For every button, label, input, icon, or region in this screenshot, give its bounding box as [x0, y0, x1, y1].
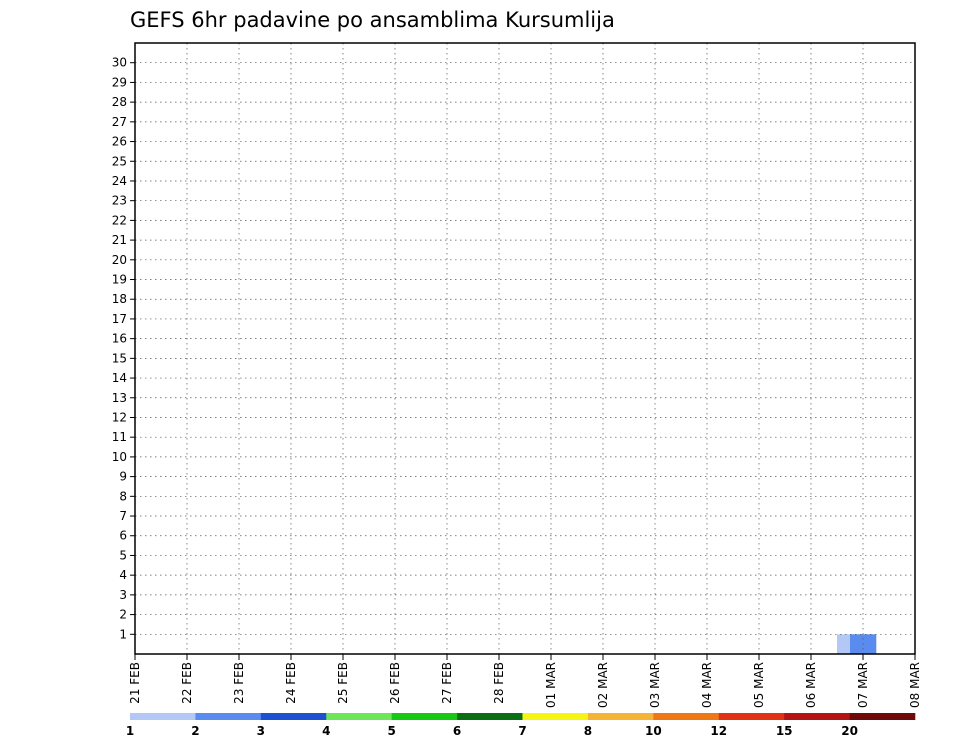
x-tick-label-14: 07 MAR: [856, 662, 870, 708]
x-tick-label-3: 24 FEB: [284, 662, 298, 704]
y-tick-label-22: 22: [112, 213, 127, 227]
colorbar-label-3: 3: [257, 724, 265, 738]
y-tick-label-13: 13: [112, 391, 127, 405]
grid-layer: [135, 43, 915, 654]
colorbar-label-5: 5: [387, 724, 395, 738]
x-tick-label-15: 08 MAR: [908, 662, 922, 708]
y-tick-label-5: 5: [119, 548, 127, 562]
cell-0: [837, 634, 851, 655]
y-tick-label-28: 28: [112, 95, 127, 109]
x-tick-label-12: 05 MAR: [752, 662, 766, 708]
y-tick-label-24: 24: [112, 174, 127, 188]
y-tick-label-9: 9: [119, 470, 127, 484]
colorbar-segment-1: [130, 713, 196, 720]
y-tick-label-29: 29: [112, 75, 127, 89]
colorbar-label-2: 2: [191, 724, 199, 738]
x-tick-label-10: 03 MAR: [648, 662, 662, 708]
chart-title: GEFS 6hr padavine po ansamblima Kursumli…: [130, 8, 615, 32]
x-tick-label-0: 21 FEB: [128, 662, 142, 704]
x-tick-label-1: 22 FEB: [180, 662, 194, 704]
y-tick-label-2: 2: [119, 608, 127, 622]
y-tick-label-3: 3: [119, 588, 127, 602]
y-tick-label-17: 17: [112, 312, 127, 326]
colorbar-label-7: 7: [518, 724, 526, 738]
y-tick-label-6: 6: [119, 529, 127, 543]
y-tick-label-27: 27: [112, 115, 127, 129]
colorbar-segment-8: [587, 713, 654, 720]
colorbar-segment-2: [195, 713, 262, 720]
plot-frame: [134, 42, 916, 655]
y-tick-label-1: 1: [119, 627, 127, 641]
y-tick-label-10: 10: [112, 450, 127, 464]
colorbar-segment-4: [326, 713, 392, 720]
colorbar-segment-10: [718, 713, 785, 720]
colorbar-label-1: 1: [126, 724, 134, 738]
x-tick-label-5: 26 FEB: [388, 662, 402, 704]
colorbar-segment-7: [522, 713, 589, 720]
colorbar-segment-9: [653, 713, 720, 720]
y-tick-label-15: 15: [112, 351, 127, 365]
colorbar-label-6: 6: [453, 724, 461, 738]
cell-2: [863, 634, 877, 655]
y-tick-label-14: 14: [112, 371, 127, 385]
y-tick-label-18: 18: [112, 292, 127, 306]
y-tick-label-19: 19: [112, 273, 127, 287]
cell-1: [850, 634, 864, 655]
colorbar-label-10: 10: [645, 724, 662, 738]
colorbar-label-20: 20: [841, 724, 858, 738]
colorbar-label-12: 12: [710, 724, 727, 738]
x-tick-label-8: 01 MAR: [544, 662, 558, 708]
colorbar-segment-5: [391, 713, 458, 720]
x-axis: 21 FEB 22 FEB 23 FEB 24 FEB 25 FEB 26 FEB 27 F…: [128, 654, 922, 708]
colorbar: 1 2 3 4 5 6 7 8 10 12 15 20: [126, 713, 916, 738]
x-tick-label-2: 23 FEB: [232, 662, 246, 704]
y-tick-label-23: 23: [112, 194, 127, 208]
colorbar-label-4: 4: [322, 724, 330, 738]
y-tick-label-26: 26: [112, 135, 127, 149]
colorbar-segment-11: [784, 713, 850, 720]
colorbar-segment-6: [457, 713, 523, 720]
y-tick-label-30: 30: [112, 56, 127, 70]
cells-layer: [837, 634, 877, 655]
colorbar-segment-3: [260, 713, 327, 720]
x-tick-label-9: 02 MAR: [596, 662, 610, 708]
y-tick-label-12: 12: [112, 410, 127, 424]
y-tick-label-7: 7: [119, 509, 127, 523]
x-tick-label-6: 27 FEB: [440, 662, 454, 704]
y-tick-label-11: 11: [112, 430, 127, 444]
x-tick-label-7: 28 FEB: [492, 662, 506, 704]
x-tick-label-4: 25 FEB: [336, 662, 350, 704]
y-tick-label-25: 25: [112, 154, 127, 168]
colorbar-segment-12: [849, 713, 916, 720]
x-tick-label-11: 04 MAR: [700, 662, 714, 708]
colorbar-label-8: 8: [584, 724, 592, 738]
y-tick-label-8: 8: [119, 489, 127, 503]
y-tick-label-16: 16: [112, 332, 127, 346]
y-tick-label-20: 20: [112, 253, 127, 267]
y-axis: 1234567891011121314151617181920212223242…: [112, 56, 135, 641]
colorbar-label-15: 15: [776, 724, 793, 738]
x-tick-label-13: 06 MAR: [804, 662, 818, 708]
y-tick-label-21: 21: [112, 233, 127, 247]
y-tick-label-4: 4: [119, 568, 127, 582]
